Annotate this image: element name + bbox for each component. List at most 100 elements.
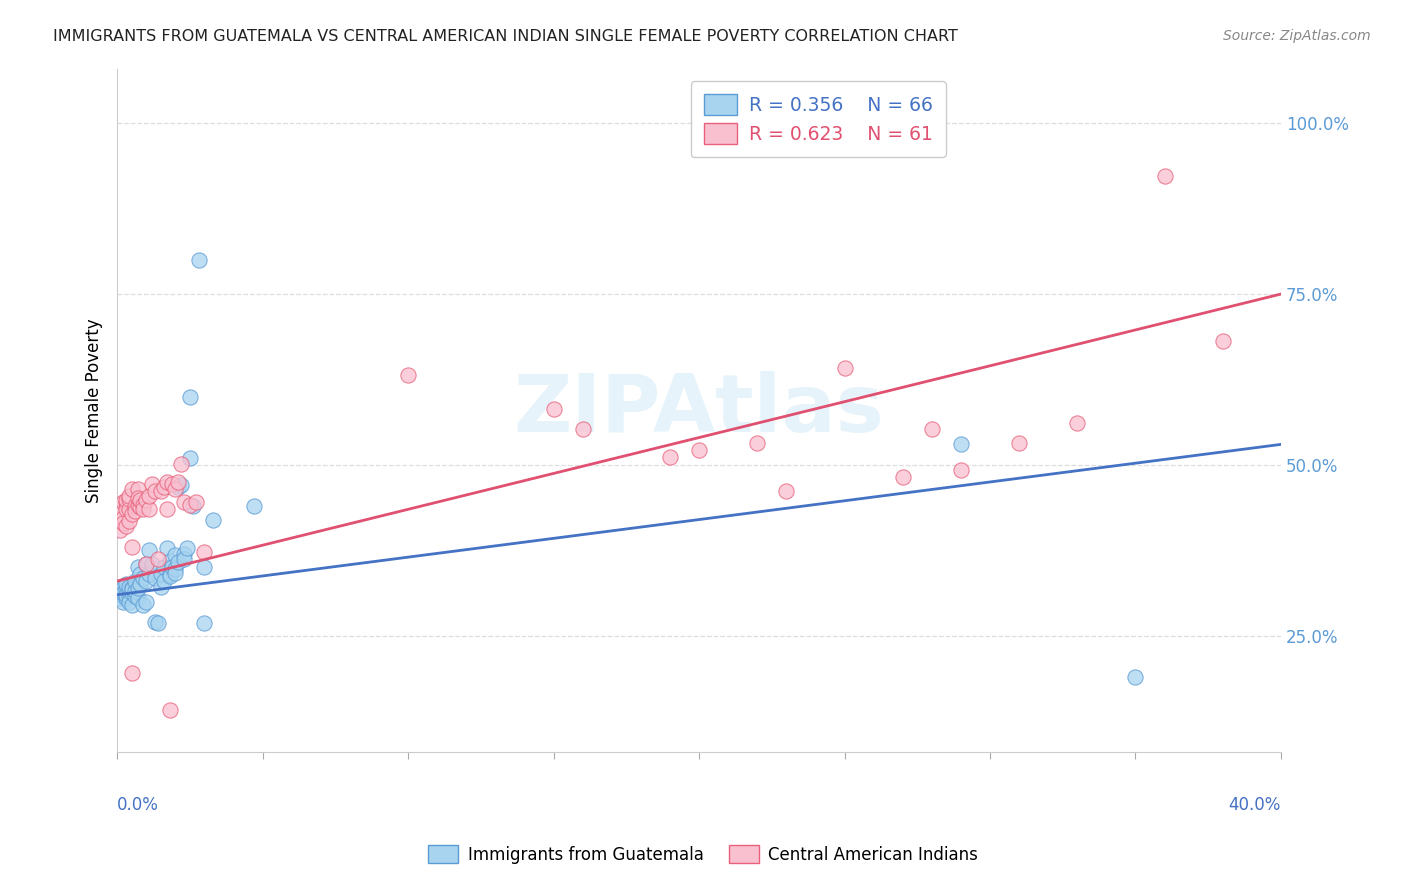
Point: [921, 422, 943, 436]
Point: [132, 502, 155, 516]
Point: [167, 475, 190, 489]
Point: [146, 552, 169, 566]
Point: [108, 591, 131, 606]
Point: [165, 562, 187, 576]
Point: [165, 482, 187, 496]
Point: [170, 478, 193, 492]
Point: [162, 560, 184, 574]
Point: [156, 475, 179, 489]
Point: [118, 514, 141, 528]
Point: [111, 511, 134, 525]
Point: [173, 552, 195, 566]
Point: [179, 390, 201, 404]
Point: [149, 580, 172, 594]
Point: [127, 591, 149, 606]
Point: [156, 502, 179, 516]
Point: [165, 548, 187, 562]
Point: [159, 553, 181, 567]
Legend: Immigrants from Guatemala, Central American Indians: Immigrants from Guatemala, Central Ameri…: [420, 838, 986, 871]
Point: [111, 516, 134, 530]
Text: 40.0%: 40.0%: [1229, 797, 1281, 814]
Point: [121, 666, 143, 681]
Point: [124, 584, 146, 599]
Point: [115, 495, 138, 509]
Point: [170, 457, 193, 471]
Point: [132, 598, 155, 612]
Point: [152, 560, 174, 574]
Point: [115, 591, 138, 606]
Point: [659, 450, 682, 464]
Point: [129, 493, 152, 508]
Point: [124, 589, 146, 603]
Point: [135, 493, 157, 508]
Point: [173, 495, 195, 509]
Point: [1212, 334, 1234, 348]
Point: [127, 491, 149, 505]
Text: 0.0%: 0.0%: [117, 797, 159, 814]
Point: [124, 499, 146, 513]
Point: [181, 499, 204, 513]
Point: [118, 491, 141, 506]
Point: [132, 571, 155, 585]
Point: [688, 442, 710, 457]
Point: [202, 512, 225, 526]
Point: [138, 567, 160, 582]
Point: [121, 581, 143, 595]
Point: [775, 483, 797, 498]
Point: [118, 502, 141, 516]
Point: [138, 543, 160, 558]
Point: [118, 589, 141, 603]
Point: [571, 422, 593, 436]
Point: [111, 589, 134, 603]
Point: [129, 577, 152, 591]
Point: [118, 580, 141, 594]
Point: [111, 495, 134, 509]
Point: [138, 502, 160, 516]
Point: [141, 477, 163, 491]
Point: [135, 557, 157, 571]
Point: [949, 437, 972, 451]
Point: [165, 566, 187, 580]
Point: [949, 463, 972, 477]
Point: [115, 493, 138, 508]
Point: [121, 598, 143, 612]
Point: [159, 568, 181, 582]
Point: [152, 574, 174, 588]
Point: [135, 594, 157, 608]
Point: [108, 584, 131, 599]
Point: [121, 586, 143, 600]
Point: [121, 507, 143, 521]
Text: ZIPAtlas: ZIPAtlas: [513, 371, 884, 450]
Point: [118, 584, 141, 599]
Point: [156, 541, 179, 556]
Point: [127, 560, 149, 574]
Point: [747, 436, 769, 450]
Y-axis label: Single Female Poverty: Single Female Poverty: [86, 318, 103, 502]
Point: [121, 540, 143, 554]
Point: [146, 616, 169, 631]
Point: [118, 489, 141, 503]
Point: [543, 401, 565, 416]
Point: [891, 470, 914, 484]
Point: [132, 498, 155, 512]
Point: [152, 480, 174, 494]
Point: [143, 571, 166, 585]
Point: [124, 574, 146, 588]
Point: [179, 498, 201, 512]
Point: [159, 567, 181, 582]
Point: [127, 482, 149, 496]
Legend: R = 0.356    N = 66, R = 0.623    N = 61: R = 0.356 N = 66, R = 0.623 N = 61: [690, 81, 946, 157]
Point: [108, 588, 131, 602]
Point: [115, 577, 138, 591]
Point: [108, 506, 131, 520]
Point: [1153, 169, 1175, 184]
Point: [111, 594, 134, 608]
Point: [176, 541, 198, 556]
Point: [115, 588, 138, 602]
Point: [187, 252, 209, 267]
Point: [159, 702, 181, 716]
Point: [127, 498, 149, 512]
Point: [162, 477, 184, 491]
Point: [834, 360, 856, 375]
Point: [167, 480, 190, 494]
